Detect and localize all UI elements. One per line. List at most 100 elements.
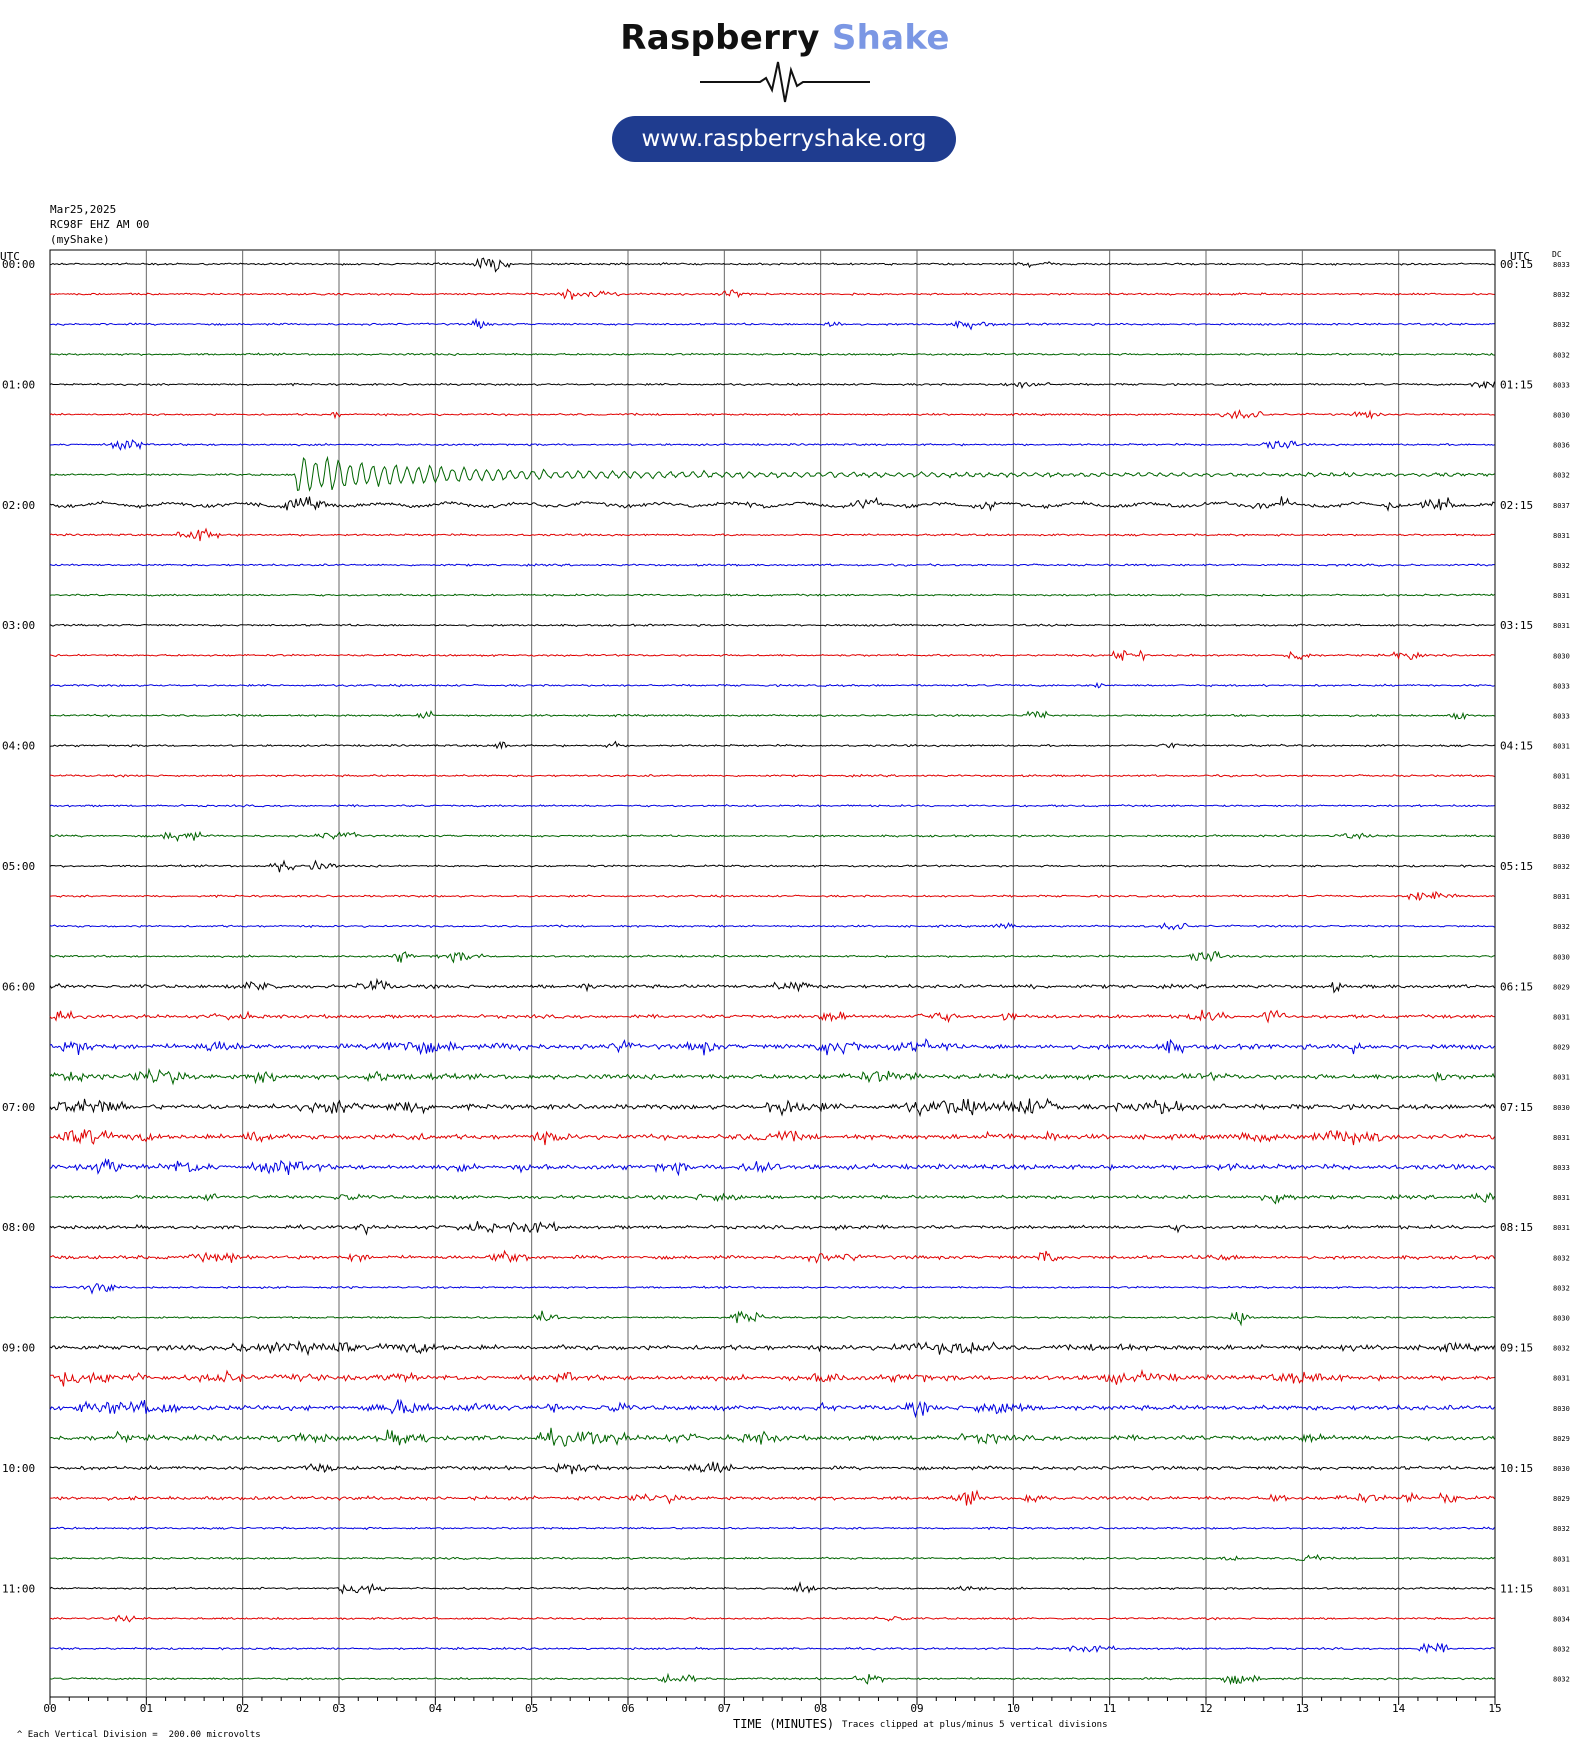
- seismic-trace: [49, 257, 1495, 273]
- x-tick-label: 06: [621, 1702, 634, 1715]
- seismic-trace: [49, 1461, 1495, 1475]
- seismic-trace: [49, 527, 1495, 542]
- dc-value: 8031: [1553, 1014, 1570, 1022]
- dc-value: 8030: [1553, 1405, 1570, 1413]
- dc-value: 8031: [1553, 1555, 1570, 1563]
- seismic-trace: [49, 1614, 1495, 1623]
- hour-label-right: 00:15: [1500, 258, 1533, 271]
- dc-value: 8031: [1553, 622, 1570, 630]
- dc-value: 8030: [1553, 1104, 1570, 1112]
- hour-label-right: 10:15: [1500, 1462, 1533, 1475]
- seismic-trace: [49, 1283, 1495, 1295]
- dc-label: DC: [1552, 250, 1562, 259]
- dc-value: 8029: [1553, 1495, 1570, 1503]
- utc-label-right: UTC: [1510, 250, 1530, 263]
- brand-name-part1: Raspberry: [620, 18, 820, 58]
- seismic-trace: [49, 496, 1495, 512]
- dc-value: 8032: [1553, 1646, 1570, 1654]
- dc-value: 8030: [1553, 1465, 1570, 1473]
- x-tick-label: 15: [1488, 1702, 1501, 1715]
- seismic-trace: [49, 593, 1495, 597]
- seismic-trace: [49, 1310, 1495, 1327]
- plot-frame: [49, 249, 1496, 1698]
- hour-label-right: 03:15: [1500, 619, 1533, 632]
- dc-value: 8030: [1553, 1315, 1570, 1323]
- dc-value: 8031: [1553, 592, 1570, 600]
- dc-value: 8032: [1553, 1284, 1570, 1292]
- dc-value: 8031: [1553, 773, 1570, 781]
- website-url-badge[interactable]: www.raspberryshake.org: [612, 116, 956, 162]
- dc-value: 8032: [1553, 923, 1570, 931]
- dc-value: 8029: [1553, 983, 1570, 991]
- dc-value: 8030: [1553, 652, 1570, 660]
- dc-value: 8031: [1553, 743, 1570, 751]
- seismic-trace: [49, 1368, 1495, 1387]
- seismic-trace: [49, 950, 1495, 964]
- seismic-trace: [49, 352, 1495, 357]
- hour-label-right: 11:15: [1500, 1582, 1533, 1595]
- seismic-trace: [49, 1067, 1495, 1086]
- seismic-trace: [49, 803, 1495, 808]
- x-tick-label: 04: [429, 1702, 443, 1715]
- dc-value: 8030: [1553, 412, 1570, 420]
- seismic-trace: [49, 408, 1495, 420]
- dc-value: 8030: [1553, 953, 1570, 961]
- seismic-trace: [49, 1398, 1495, 1419]
- x-tick-label: 05: [525, 1702, 538, 1715]
- seismic-trace: [49, 649, 1495, 662]
- dc-value: 8032: [1553, 291, 1570, 299]
- hour-label-left: 09:00: [2, 1342, 35, 1355]
- record-date: Mar25,2025: [50, 203, 117, 216]
- x-tick-label: 10: [1007, 1702, 1020, 1715]
- brand-logo-text: Raspberry Shake: [0, 18, 1570, 58]
- hour-label-right: 04:15: [1500, 740, 1533, 753]
- seismic-trace: [49, 563, 1495, 567]
- station-info: Mar25,2025 RC98F EHZ AM 00 (myShake): [50, 202, 149, 247]
- hour-label-left: 00:00: [2, 258, 35, 271]
- dc-value: 8032: [1553, 863, 1570, 871]
- hour-label-left: 06:00: [2, 980, 35, 993]
- seismic-trace: [49, 1249, 1495, 1264]
- dc-value: 8031: [1553, 1134, 1570, 1142]
- station-code: RC98F EHZ AM 00: [50, 218, 150, 231]
- hour-label-right: 06:15: [1500, 980, 1533, 993]
- seismic-trace: [49, 740, 1495, 750]
- x-tick-label: 00: [43, 1702, 56, 1715]
- x-tick-label: 11: [1103, 1702, 1116, 1715]
- x-tick-label: 08: [814, 1702, 827, 1715]
- hour-label-right: 01:15: [1500, 378, 1533, 391]
- seismic-trace: [49, 1129, 1495, 1146]
- seismic-trace: [49, 1489, 1495, 1506]
- dc-value: 8034: [1553, 1616, 1570, 1624]
- dc-value: 8031: [1553, 1375, 1570, 1383]
- dc-value: 8029: [1553, 1044, 1570, 1052]
- dc-value: 8032: [1553, 1254, 1570, 1262]
- hour-label-left: 08:00: [2, 1221, 35, 1234]
- seismic-trace: [49, 859, 1495, 873]
- dc-value: 8033: [1553, 381, 1570, 389]
- seismic-trace: [49, 1220, 1495, 1236]
- x-tick-label: 13: [1296, 1702, 1309, 1715]
- hour-label-left: 07:00: [2, 1101, 35, 1114]
- x-tick-label: 12: [1199, 1702, 1212, 1715]
- seismic-trace: [49, 1192, 1495, 1205]
- seismic-wave-logo-icon: [700, 61, 870, 103]
- seismic-trace: [49, 1009, 1495, 1024]
- footer-clip-note: Traces clipped at plus/minus 5 vertical …: [842, 1720, 1108, 1730]
- dc-value: 8031: [1553, 532, 1570, 540]
- dc-value: 8031: [1553, 893, 1570, 901]
- hour-label-right: 08:15: [1500, 1221, 1533, 1234]
- dc-value: 8032: [1553, 803, 1570, 811]
- seismic-trace: [49, 681, 1495, 689]
- hour-label-left: 05:00: [2, 860, 35, 873]
- dc-value: 8032: [1553, 1676, 1570, 1684]
- brand-name-part2: Shake: [831, 18, 950, 58]
- seismic-trace: [49, 1553, 1495, 1562]
- dc-value: 8033: [1553, 713, 1570, 721]
- hour-label-left: 02:00: [2, 499, 35, 512]
- x-tick-label: 03: [332, 1702, 345, 1715]
- seismic-trace: [49, 1427, 1495, 1447]
- x-tick-label: 09: [910, 1702, 923, 1715]
- x-tick-label: 02: [236, 1702, 249, 1715]
